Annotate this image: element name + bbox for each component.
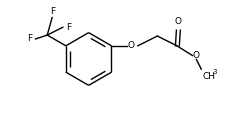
Text: O: O xyxy=(192,51,199,60)
Text: F: F xyxy=(27,35,32,44)
Text: F: F xyxy=(66,23,71,32)
Text: O: O xyxy=(127,41,134,50)
Text: F: F xyxy=(50,7,55,16)
Text: 3: 3 xyxy=(211,69,216,75)
Text: O: O xyxy=(174,17,181,26)
Text: CH: CH xyxy=(201,72,214,81)
